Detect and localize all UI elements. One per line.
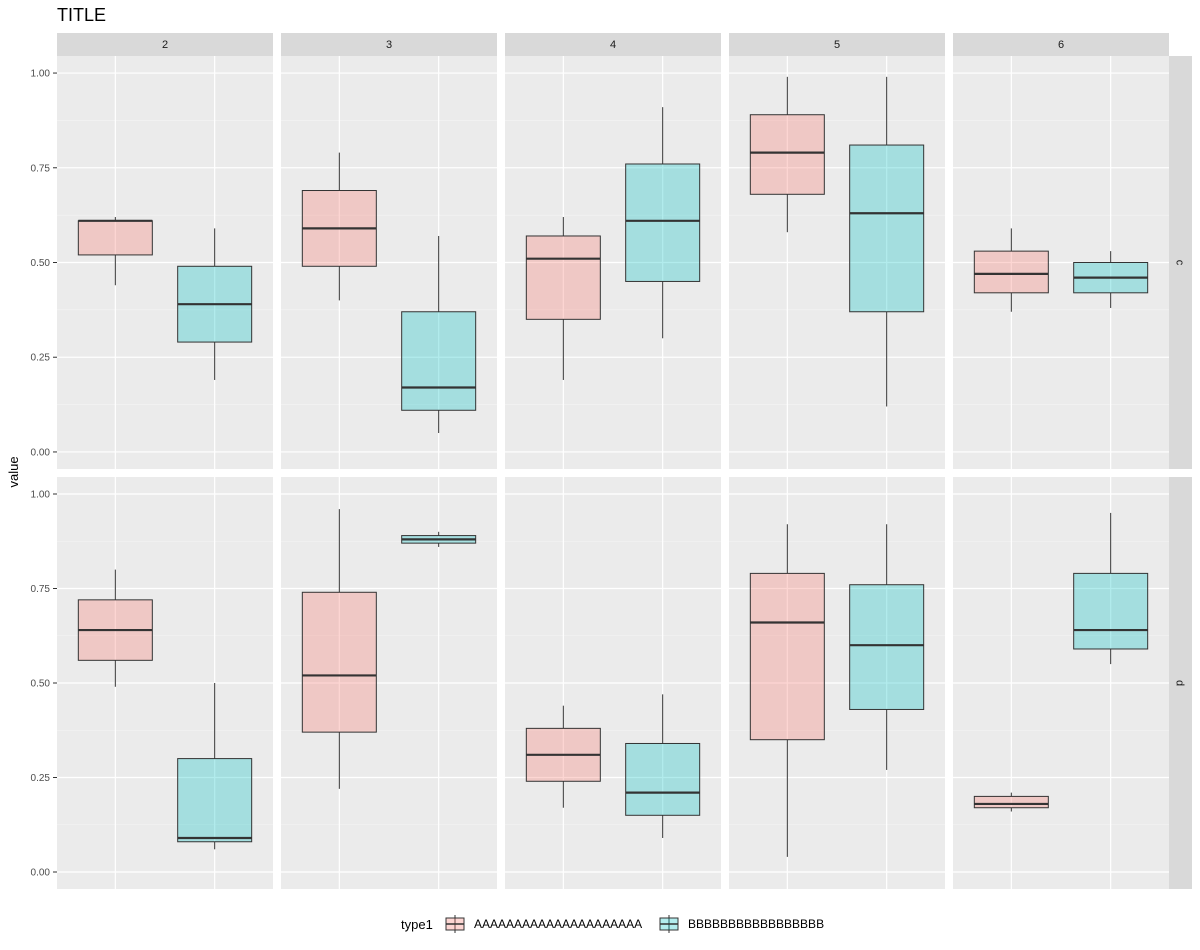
facet-label-row-c: c (1174, 260, 1186, 266)
box-a (525, 235, 601, 320)
box-a (973, 250, 1049, 294)
facet-label-col-6: 6 (1058, 39, 1064, 51)
box-b (625, 742, 701, 816)
facet-strip-col-3 (281, 33, 497, 56)
y-tick-label: 0.00 (31, 867, 51, 878)
box-a (749, 114, 825, 195)
facet-strip-row-d (1169, 477, 1192, 889)
box-b (1073, 572, 1149, 650)
box-b (177, 758, 253, 843)
legend-title: type1 (401, 917, 433, 932)
facet-strip-col-2 (57, 33, 273, 56)
box-b (849, 584, 925, 710)
box-a (749, 572, 825, 741)
facet-label-col-2: 2 (162, 39, 168, 51)
y-tick-label: 0.50 (31, 258, 51, 269)
legend: type1 AAAAAAAAAAAAAAAAAAAAA BBBBBBBBBBBBB… (401, 915, 824, 933)
y-tick-label: 0.25 (31, 773, 51, 784)
facet-label-col-4: 4 (610, 39, 616, 51)
box-a (77, 220, 153, 256)
legend-label-0: AAAAAAAAAAAAAAAAAAAAA (474, 917, 642, 931)
facet-label-row-d: d (1174, 680, 1186, 686)
facet-strip-col-6 (953, 33, 1169, 56)
y-tick-label: 0.25 (31, 353, 51, 364)
y-tick-label: 1.00 (31, 69, 51, 80)
y-tick-label: 0.50 (31, 679, 51, 690)
facet-label-col-5: 5 (834, 39, 840, 51)
panels: 2 3 4 5 6 c d 0.00 0.25 0.50 0.75 1.00 0.00 0.25 0.50 0… (31, 33, 1192, 889)
box-a (973, 795, 1049, 809)
y-tick-label: 0.75 (31, 163, 51, 174)
y-tick-label: 0.00 (31, 447, 51, 458)
y-axis-title: value (6, 456, 21, 487)
facet-strip-row-c (1169, 56, 1192, 469)
box-b (625, 163, 701, 282)
chart-title: TITLE (57, 5, 106, 25)
box-b (401, 311, 477, 411)
box-b (849, 144, 925, 313)
box-a (301, 591, 377, 733)
facet-label-col-3: 3 (386, 39, 392, 51)
y-tick-label: 1.00 (31, 490, 51, 501)
facet-strip-col-5 (729, 33, 945, 56)
legend-label-1: BBBBBBBBBBBBBBBBB (688, 917, 824, 931)
facet-strip-col-4 (505, 33, 721, 56)
y-tick-label: 0.75 (31, 584, 51, 595)
